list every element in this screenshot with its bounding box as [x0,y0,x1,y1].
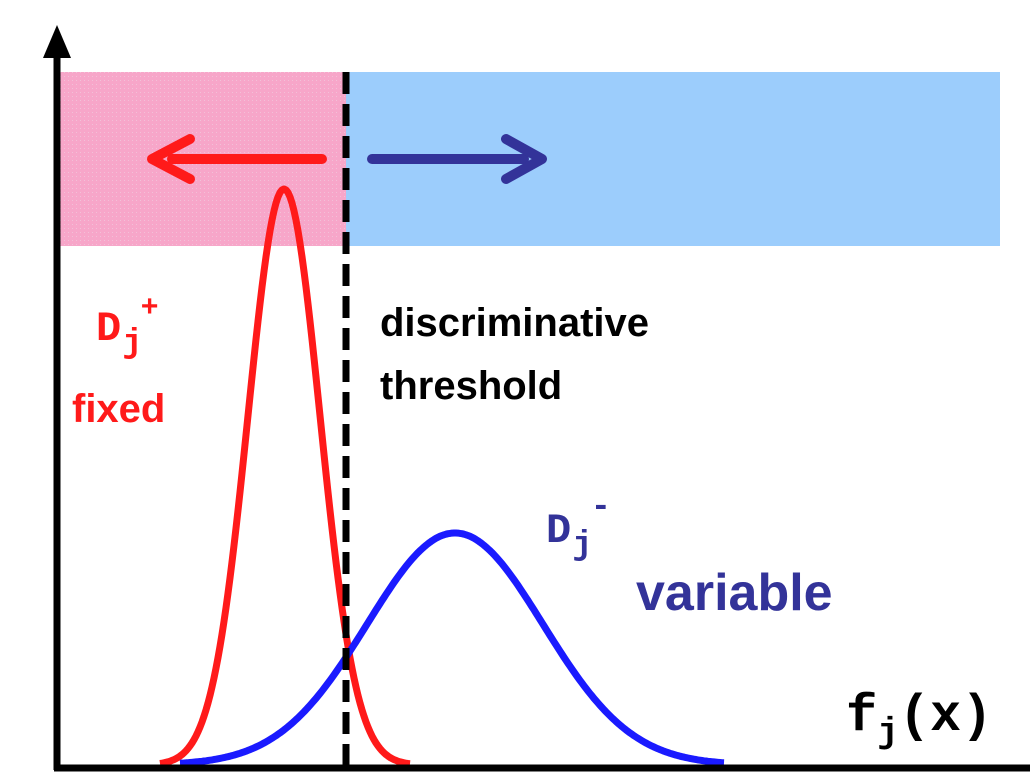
x-axis-label: fj(x) [846,687,992,753]
negative-set-symbol: Dj- [546,489,611,565]
threshold-label-line1: discriminative [380,301,649,345]
positive-set-symbol: Dj+ [96,292,159,363]
y-axis-arrowhead-icon [43,25,71,58]
positive-distribution-curve [158,185,412,768]
negative-distribution-curve [178,529,726,767]
arrow-right-icon [367,134,547,184]
threshold-label-line2: threshold [380,364,562,408]
arrow-left-icon [147,134,327,184]
negative-label: variable [636,564,833,622]
positive-label: fixed [72,387,165,431]
